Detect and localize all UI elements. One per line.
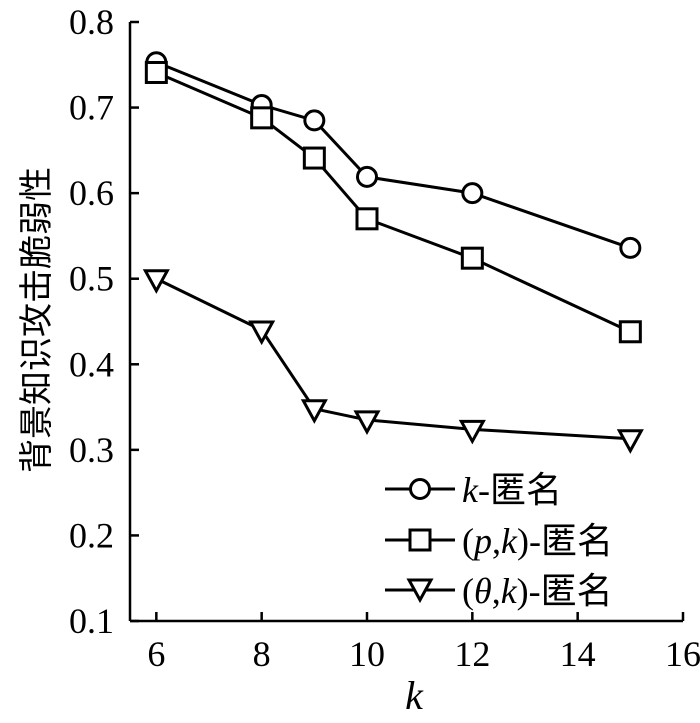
x-tick-label: 12 [454,634,490,674]
data-point [461,182,484,205]
data-point [616,429,644,454]
x-tick-label: 6 [147,634,165,674]
legend-item-k-anon: k-匿名 [385,470,562,510]
data-point [303,109,326,132]
data-point [302,146,326,170]
legend-item-pk-anon: (p,k)-匿名 [385,521,613,561]
x-axis-title: k [405,673,424,718]
y-axis-title: 背景知识攻击脆弱性 [17,167,57,473]
data-point [250,106,274,130]
series-line-theta-k-anon [155,277,631,441]
data-point [458,419,486,445]
series-layer [142,51,644,454]
legend-item-theta-k-anon: (θ,k)-匿名 [385,571,613,611]
data-point [356,165,378,188]
x-tick-label: 16 [665,634,700,674]
data-point [142,269,170,294]
x-tick-label: 14 [560,634,596,674]
data-point [355,207,379,231]
y-tick-label: 0.2 [69,515,114,555]
data-point [619,236,642,259]
data-point [460,246,484,270]
data-point [144,60,168,84]
legend-label-theta-k-anon: (θ,k)-匿名 [462,571,613,611]
series-line-pk-anon [155,71,631,334]
y-tick-label: 0.8 [69,2,114,42]
series-pk-anon [144,60,642,344]
legend-label-k-anon: k-匿名 [462,470,562,510]
data-point [618,320,642,344]
legend-label-pk-anon: (p,k)-匿名 [462,521,613,561]
data-point [248,320,276,346]
x-tick-label: 8 [253,634,271,674]
data-point [353,410,381,436]
y-tick-label: 0.6 [69,173,114,213]
legend: k-匿名 (p,k)-匿名 (θ,k)-匿名 [385,470,613,611]
y-tick-label: 0.5 [69,259,114,299]
data-point [300,399,328,424]
x-tick-label: 10 [349,634,385,674]
y-tick-label: 0.7 [69,88,114,128]
y-tick-label: 0.3 [69,430,114,470]
series-theta-k-anon [142,269,644,454]
series-line-k-anon [155,60,631,250]
axes [128,22,683,623]
y-tick-label: 0.1 [69,601,114,641]
ticks: 6 8 10 12 14 16 0.1 0.2 0.3 0.4 0.5 0.6 0.7 0.8 [69,2,700,674]
y-tick-label: 0.4 [69,344,114,384]
series-k-anon [145,51,642,259]
